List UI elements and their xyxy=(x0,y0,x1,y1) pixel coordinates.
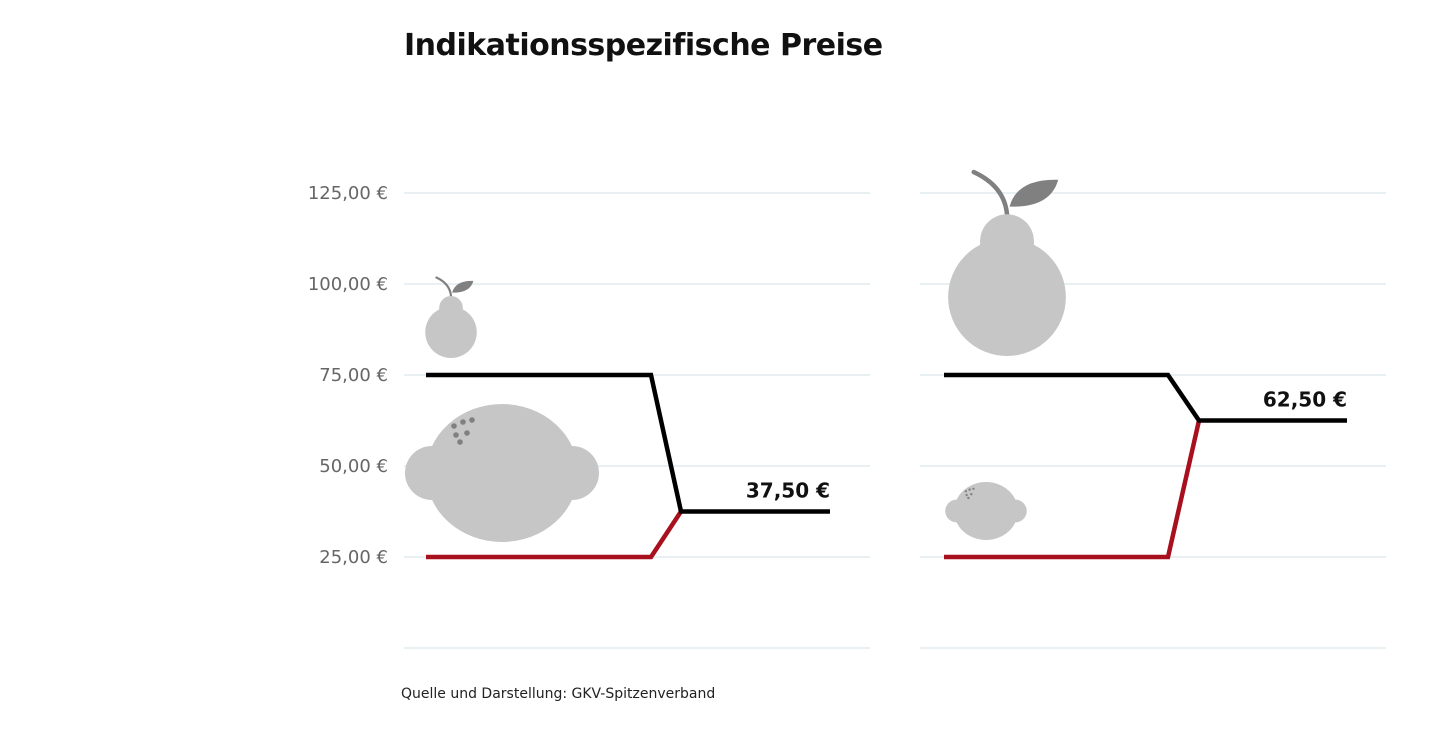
source-note: Quelle und Darstellung: GKV-Spitzenverba… xyxy=(401,686,716,702)
mixed-price-label: 37,50 € xyxy=(746,479,830,503)
line-pear-price xyxy=(426,372,830,514)
end-labels: 37,50 € 62,50 € xyxy=(746,388,1347,503)
y-tick-label: 25,00 € xyxy=(319,547,388,568)
price-lines xyxy=(426,372,1347,560)
line-lemon-price xyxy=(426,510,683,560)
y-tick-label: 125,00 € xyxy=(308,183,388,204)
y-axis-ticks: 25,00 € 50,00 € 75,00 € 100,00 € 125,00 € xyxy=(308,183,388,568)
y-tick-label: 50,00 € xyxy=(319,456,388,477)
pear-icon xyxy=(948,169,1066,356)
mixed-price-label: 62,50 € xyxy=(1263,388,1347,412)
line-pear-price xyxy=(944,372,1347,423)
y-tick-label: 75,00 € xyxy=(319,365,388,386)
chart-title: Indikationsspezifische Preise xyxy=(404,28,883,63)
line-lemon-price xyxy=(944,420,1202,560)
y-tick-label: 100,00 € xyxy=(308,274,388,295)
pear-icon xyxy=(425,276,477,358)
lemon-icon xyxy=(405,404,599,542)
lemon-icon xyxy=(945,482,1027,540)
fruit-illustrations xyxy=(405,169,1066,542)
